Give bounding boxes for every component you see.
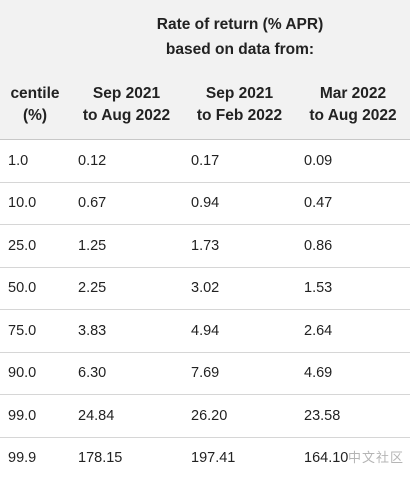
column-header-sep21-aug22: Sep 2021 to Aug 2022	[70, 70, 183, 140]
value-cell: 164.10	[304, 450, 349, 467]
column-header-sep21-feb22: Sep 2021 to Feb 2022	[183, 70, 296, 140]
value-cell: 2.25	[70, 267, 183, 310]
centile-cell: 50.0	[0, 267, 70, 310]
table-row: 50.0 2.25 3.02 1.53	[0, 267, 410, 310]
value-cell: 0.86	[296, 224, 410, 268]
value-cell: 23.58	[296, 394, 410, 438]
value-cell: 197.41	[191, 450, 236, 467]
value-cell: 1.25	[70, 224, 183, 268]
column-header-mar22-aug22: Mar 2022 to Aug 2022	[296, 70, 410, 140]
table-body: 1.0 0.12 0.17 0.09 10.0 0.67 0.94 0.47 2…	[0, 139, 410, 478]
table-row: 1.0 0.12 0.17 0.09	[0, 139, 410, 183]
table-row: 25.0 1.25 1.73 0.86	[0, 224, 410, 268]
watermark: 中文社区	[347, 451, 404, 466]
value-cell: 1.53	[296, 267, 410, 310]
column-header-line1: centile	[10, 84, 60, 102]
value-cell: 0.12	[70, 139, 183, 183]
group-header-spacer	[0, 0, 70, 70]
value-cell: 0.67	[70, 182, 183, 225]
value-cell: 0.09	[296, 139, 410, 183]
group-header-line1: Rate of return (% APR)	[156, 16, 324, 33]
centile-cell: 10.0	[0, 182, 70, 225]
centile-cell: 90.0	[0, 352, 70, 395]
table-row: 90.0 6.30 7.69 4.69	[0, 352, 410, 395]
column-header-line2: to Aug 2022	[82, 106, 171, 124]
value-cell: 4.69	[296, 352, 410, 395]
table-row: 99.0 24.84 26.20 23.58	[0, 394, 410, 438]
centile-cell: 75.0	[0, 309, 70, 353]
table-header: Rate of return (% APR) based on data fro…	[0, 0, 410, 140]
column-header-centile: centile (%)	[0, 70, 70, 140]
value-cell: 6.30	[70, 352, 183, 395]
value-cell: 0.47	[296, 182, 410, 225]
column-header-line2: (%)	[22, 106, 48, 124]
value-cell: 3.83	[70, 309, 183, 353]
centile-cell: 25.0	[0, 224, 70, 268]
value-cell: 3.02	[183, 267, 296, 310]
group-header-row: Rate of return (% APR) based on data fro…	[0, 0, 410, 70]
value-cell: 4.94	[183, 309, 296, 353]
centile-cell: 99.0	[0, 394, 70, 438]
column-header-line1: Sep 2021	[92, 84, 161, 102]
column-header-line1: Mar 2022	[319, 84, 387, 102]
value-cell: 0.17	[183, 139, 296, 183]
table-row: 75.0 3.83 4.94 2.64	[0, 309, 410, 353]
column-header-line2: to Aug 2022	[309, 106, 397, 124]
value-cell: 24.84	[70, 394, 183, 438]
value-cell: 2.64	[296, 309, 410, 353]
table-row: 99.9 178.15 197.41 164.10	[0, 437, 410, 478]
table-row: 10.0 0.67 0.94 0.47	[0, 182, 410, 225]
centile-cell: 1.0	[0, 139, 70, 183]
value-cell: 7.69	[183, 352, 296, 395]
value-cell: 1.73	[183, 224, 296, 268]
group-header: Rate of return (% APR) based on data fro…	[70, 0, 410, 70]
column-header-row: centile (%) Sep 2021 to Aug 2022 Sep 202…	[0, 70, 410, 140]
centile-cell: 99.9	[8, 450, 37, 467]
value-cell: 178.15	[78, 450, 123, 467]
value-cell: 26.20	[183, 394, 296, 438]
column-header-line2: to Feb 2022	[196, 106, 283, 124]
column-header-line1: Sep 2021	[205, 84, 274, 102]
group-header-line2: based on data from:	[165, 41, 315, 58]
value-cell: 0.94	[183, 182, 296, 225]
